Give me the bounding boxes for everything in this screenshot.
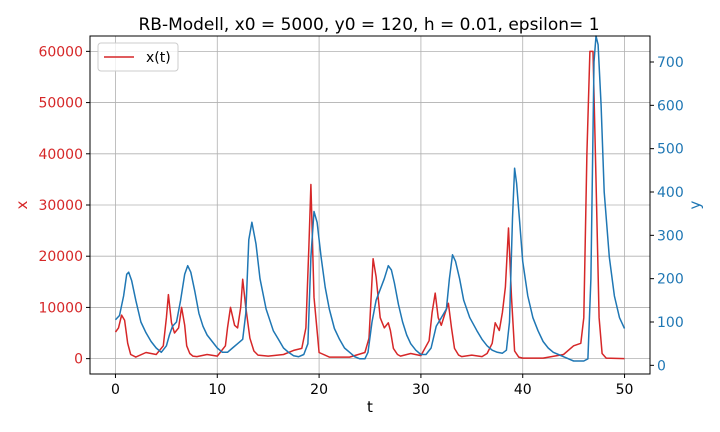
y-right-tick-label-1: 100 [657,315,684,331]
y-right-tick-label-2: 200 [657,272,684,288]
x-tick-label-5: 50 [616,382,634,398]
y-right-tick-label-5: 500 [657,142,684,158]
series-layer [114,35,626,362]
x-tick-label-0: 0 [111,382,120,398]
y-axis-left-label: x [13,200,31,209]
y-right-tick-label-7: 700 [657,55,684,71]
y-left-tick-label-1: 10000 [38,300,83,316]
x-tick-label-1: 10 [208,382,226,398]
legend-label-x: x(t) [146,50,171,66]
y-left-tick-label-5: 50000 [38,96,83,112]
x-tick-label-2: 20 [310,382,328,398]
series-line-y [114,35,626,362]
x-tick-label-4: 40 [514,382,532,398]
chart-title: RB-Modell, x0 = 5000, y0 = 120, h = 0.01… [138,15,599,35]
ticks: 0 10 20 30 40 5001000020000300004000050000600… [38,44,683,398]
x-axis-label: t [367,398,373,416]
series-line-x [114,50,625,360]
y-right-tick-label-3: 300 [657,228,684,244]
y-left-tick-label-6: 60000 [38,44,83,60]
legend: x(t) [97,42,179,72]
y-right-tick-label-0: 0 [657,358,666,374]
y-left-tick-label-3: 30000 [38,198,83,214]
legend-box [97,42,179,72]
grid [90,36,650,374]
y-right-tick-label-6: 600 [657,98,684,114]
y-left-tick-label-4: 40000 [38,147,83,163]
x-tick-label-3: 30 [412,382,430,398]
y-left-tick-label-0: 0 [74,352,83,368]
y-left-tick-label-2: 20000 [38,249,83,265]
y-axis-right-label: y [686,200,704,209]
y-right-tick-label-4: 400 [657,185,684,201]
